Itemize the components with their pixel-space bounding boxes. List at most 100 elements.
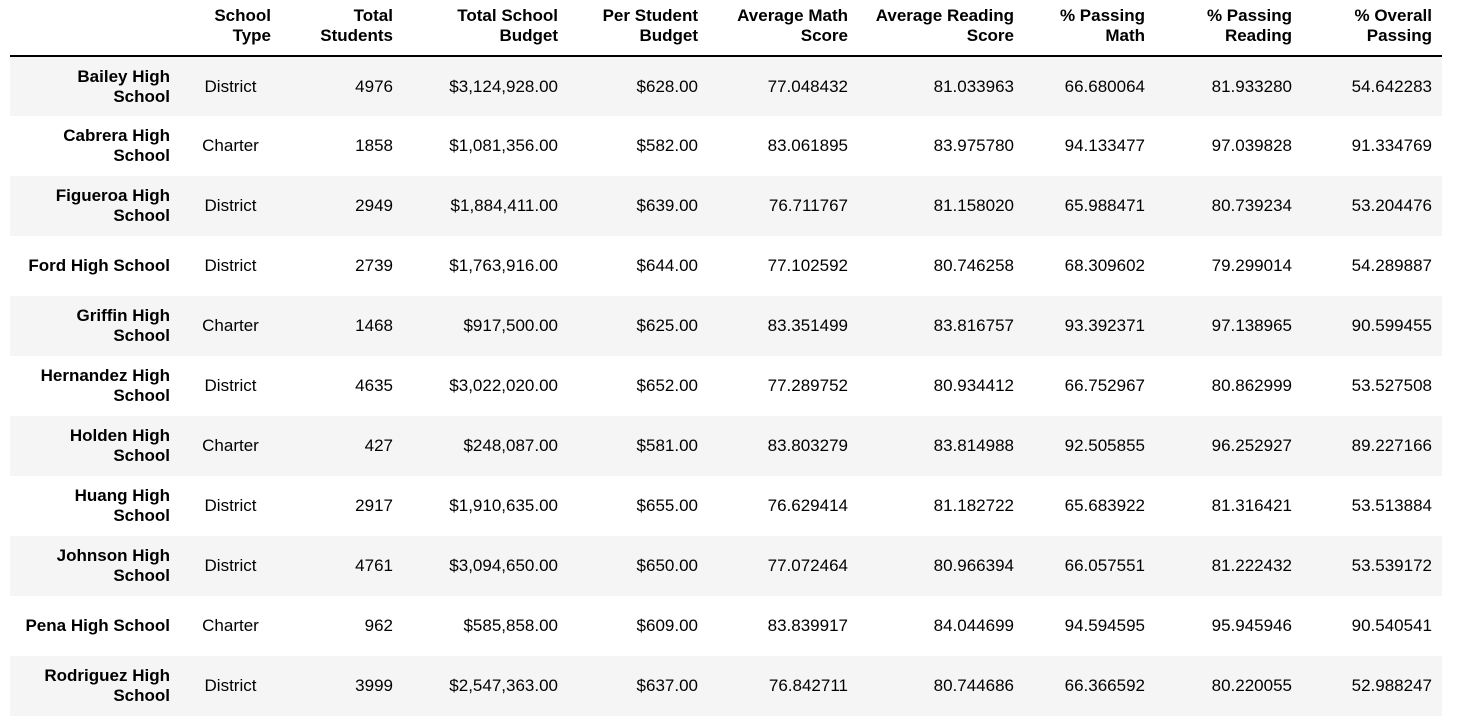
school-type: Charter	[202, 436, 259, 455]
overall-passing: 89.227166	[1351, 436, 1432, 455]
passing-math: 94.133477	[1064, 136, 1145, 155]
per-student-budget: $644.00	[636, 256, 698, 275]
overall-passing: 90.540541	[1351, 616, 1432, 635]
school-type: Charter	[202, 616, 259, 635]
overall-passing: 90.599455	[1351, 316, 1432, 335]
passing-math: 66.366592	[1064, 676, 1145, 695]
average-reading-score: 83.975780	[933, 136, 1014, 155]
table-row: Johnson High School District 4761 $3,094…	[10, 536, 1442, 596]
total-students: 427	[364, 436, 393, 455]
school-type: Charter	[202, 136, 259, 155]
index-header	[10, 0, 180, 57]
overall-passing: 91.334769	[1351, 136, 1432, 155]
school-name: Johnson High School	[56, 546, 170, 585]
average-reading-score: 80.966394	[933, 556, 1014, 575]
per-student-budget: $628.00	[636, 76, 698, 96]
per-student-budget: $609.00	[636, 616, 698, 635]
overall-passing: 53.539172	[1351, 556, 1432, 575]
passing-reading: 80.862999	[1211, 376, 1292, 395]
passing-math: 65.683922	[1064, 496, 1145, 515]
per-student-budget: $655.00	[636, 496, 698, 515]
average-math-score: 76.842711	[768, 676, 848, 695]
average-math-score: 83.803279	[767, 436, 848, 455]
passing-math: 66.752967	[1064, 376, 1145, 395]
passing-math: 65.988471	[1064, 196, 1145, 215]
overall-passing: 53.513884	[1351, 496, 1432, 515]
total-students: 2949	[355, 196, 393, 215]
average-math-score: 77.048432	[767, 76, 848, 96]
total-school-budget: $3,094,650.00	[449, 556, 558, 575]
average-math-score: 77.072464	[767, 556, 848, 575]
table-header: School Type Total Students Total School …	[10, 0, 1442, 57]
table-body: Bailey High School District 4976 $3,124,…	[10, 56, 1442, 716]
average-math-score: 76.711767	[768, 196, 848, 215]
school-name: Pena High School	[25, 616, 170, 635]
school-type: District	[204, 376, 257, 395]
per-student-budget: $581.00	[636, 436, 698, 455]
total-school-budget-header: Total School Budget	[403, 0, 568, 57]
total-school-budget: $1,884,411.00	[450, 196, 558, 215]
average-reading-score-header: Average Reading Score	[858, 0, 1024, 57]
average-reading-score: 80.934412	[933, 376, 1014, 395]
school-name: Griffin High School	[76, 306, 170, 345]
table-row: Bailey High School District 4976 $3,124,…	[10, 56, 1442, 116]
school-summary-table: School Type Total Students Total School …	[10, 0, 1442, 716]
school-name: Bailey High School	[77, 66, 170, 106]
passing-reading: 81.222432	[1211, 556, 1292, 575]
passing-reading: 80.739234	[1211, 196, 1292, 215]
school-type: District	[204, 496, 257, 515]
total-students-header: Total Students	[281, 0, 403, 57]
average-math-score: 83.351499	[767, 316, 848, 335]
overall-passing: 54.289887	[1351, 256, 1432, 275]
total-school-budget: $917,500.00	[463, 316, 558, 335]
average-reading-score: 84.044699	[933, 616, 1014, 635]
school-name: Figueroa High School	[55, 186, 170, 225]
school-name: Ford High School	[28, 256, 170, 275]
passing-math: 66.680064	[1064, 76, 1145, 96]
per-student-budget: $650.00	[636, 556, 698, 575]
total-students: 962	[364, 616, 393, 635]
school-name: Rodriguez High School	[44, 666, 170, 705]
passing-reading: 80.220055	[1211, 676, 1292, 695]
passing-math: 92.505855	[1064, 436, 1145, 455]
passing-reading: 95.945946	[1211, 616, 1292, 635]
school-name: Huang High School	[74, 486, 170, 525]
overall-passing-header: % Overall Passing	[1302, 0, 1442, 57]
passing-reading: 97.138965	[1211, 316, 1292, 335]
passing-reading: 81.316421	[1211, 496, 1292, 515]
table-row: Hernandez High School District 4635 $3,0…	[10, 356, 1442, 416]
table-row: Holden High School Charter 427 $248,087.…	[10, 416, 1442, 476]
total-students: 1858	[355, 136, 393, 155]
total-students: 1468	[355, 316, 393, 335]
school-type: Charter	[202, 316, 259, 335]
average-reading-score: 83.814988	[933, 436, 1014, 455]
total-school-budget: $3,124,928.00	[449, 76, 558, 96]
total-school-budget: $585,858.00	[463, 616, 558, 635]
total-school-budget: $3,022,020.00	[449, 376, 558, 395]
average-math-score: 76.629414	[767, 496, 848, 515]
school-name: Holden High School	[69, 426, 170, 465]
total-students: 4761	[355, 556, 393, 575]
average-reading-score: 81.033963	[933, 76, 1014, 96]
school-type: District	[204, 196, 257, 215]
overall-passing: 52.988247	[1351, 676, 1432, 695]
passing-reading: 79.299014	[1211, 256, 1292, 275]
total-students: 3999	[355, 676, 393, 695]
average-math-score: 77.289752	[767, 376, 848, 395]
school-type-header: School Type	[180, 0, 281, 57]
table-row: Figueroa High School District 2949 $1,88…	[10, 176, 1442, 236]
per-student-budget: $582.00	[636, 136, 698, 155]
per-student-budget-header: Per Student Budget	[568, 0, 708, 57]
average-math-score: 83.061895	[767, 136, 848, 155]
average-reading-score: 81.182722	[933, 496, 1014, 515]
average-reading-score: 81.158020	[933, 196, 1014, 215]
table-row: Rodriguez High School District 3999 $2,5…	[10, 656, 1442, 716]
total-students: 2739	[355, 256, 393, 275]
total-school-budget: $1,081,356.00	[449, 136, 558, 155]
total-school-budget: $2,547,363.00	[449, 676, 558, 695]
passing-math: 66.057551	[1064, 556, 1145, 575]
average-reading-score: 80.744686	[933, 676, 1014, 695]
overall-passing: 54.642283	[1351, 76, 1432, 96]
school-type: District	[204, 76, 257, 96]
passing-reading: 81.933280	[1211, 76, 1292, 96]
